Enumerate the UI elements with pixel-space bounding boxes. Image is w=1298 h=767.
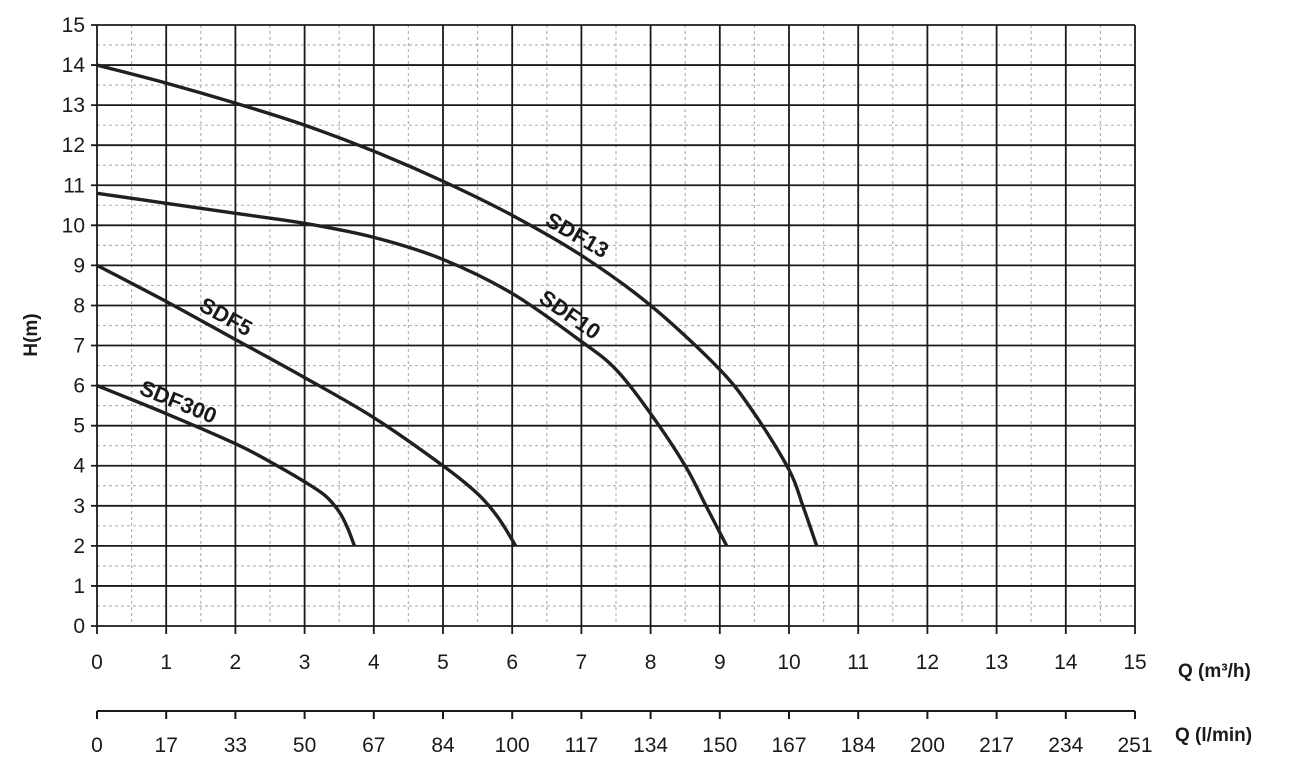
x-tick-label: 15 [1123, 651, 1146, 674]
x-tick-label: 2 [230, 651, 242, 674]
x2-tick-label: 84 [431, 734, 455, 757]
y-tick-label: 6 [73, 375, 85, 398]
x2-tick-label: 184 [841, 734, 876, 757]
y-tick-label: 4 [73, 455, 85, 478]
x-tick-label: 11 [847, 651, 869, 674]
x-tick-label: 10 [777, 651, 800, 674]
x-tick-label: 1 [160, 651, 172, 674]
y-tick-label: 7 [73, 335, 85, 358]
curves [96, 63, 819, 547]
y-tick-label: 9 [73, 254, 85, 277]
major-grid [91, 24, 1136, 634]
x-tick-label: 8 [645, 651, 657, 674]
x-tick-label: 7 [576, 651, 588, 674]
y-tick-label: 8 [73, 294, 85, 317]
y-tick-label: 3 [73, 495, 85, 518]
y-tick-label: 0 [73, 615, 85, 638]
x2-tick-label: 150 [702, 734, 737, 757]
x2-tick-label: 167 [771, 734, 806, 757]
y-tick-label: 14 [62, 54, 86, 77]
x-tick-labels: 0 1 2 3 4 5 6 7 8 9 10 11 12 13 14 15 [91, 651, 1147, 674]
x2-tick-label: 251 [1117, 734, 1152, 757]
x2-tick-label: 217 [979, 734, 1014, 757]
x2-tick-label: 17 [155, 734, 178, 757]
y-tick-label: 13 [62, 94, 85, 117]
x2-axis-title: Q (l/min) [1175, 725, 1252, 746]
x-tick-label: 3 [299, 651, 311, 674]
y-tick-label: 10 [62, 214, 85, 237]
y-tick-label: 1 [73, 575, 85, 598]
y-tick-label: 2 [73, 535, 85, 558]
x-tick-label: 13 [985, 651, 1008, 674]
x-tick-label: 6 [506, 651, 518, 674]
x2-tick-label: 67 [362, 734, 385, 757]
x-tick-label: 5 [437, 651, 449, 674]
x-tick-label: 9 [714, 651, 726, 674]
x2-tick-label: 117 [565, 734, 598, 757]
x2-tick-label: 134 [633, 734, 668, 757]
y-tick-label: 11 [63, 174, 85, 197]
x2-tick-label: 234 [1048, 734, 1083, 757]
y-tick-label: 12 [62, 134, 85, 157]
x-axis-title: Q (m³/h) [1178, 661, 1251, 682]
series-line-sdf10 [96, 191, 729, 547]
secondary-x-axis: 0 17 33 50 67 84 100 117 134 150 167 184 200 217 234 25… [91, 710, 1153, 757]
x2-tick-label: 50 [293, 734, 316, 757]
x-tick-label: 0 [91, 651, 103, 674]
y-tick-label: 15 [62, 14, 85, 37]
x2-tick-label: 33 [224, 734, 247, 757]
series-line-sdf13 [96, 63, 819, 547]
series-line-sdf5 [96, 263, 518, 547]
y-tick-label: 5 [73, 415, 85, 438]
y-axis-title: H(m) [21, 313, 42, 356]
x-tick-label: 12 [916, 651, 939, 674]
x2-tick-label: 0 [91, 734, 103, 757]
x2-tick-label: 100 [495, 734, 530, 757]
x2-tick-label: 200 [910, 734, 945, 757]
series-line-sdf300 [96, 384, 357, 547]
x-tick-label: 14 [1054, 651, 1078, 674]
x-tick-label: 4 [368, 651, 380, 674]
minor-grid [97, 25, 1135, 626]
